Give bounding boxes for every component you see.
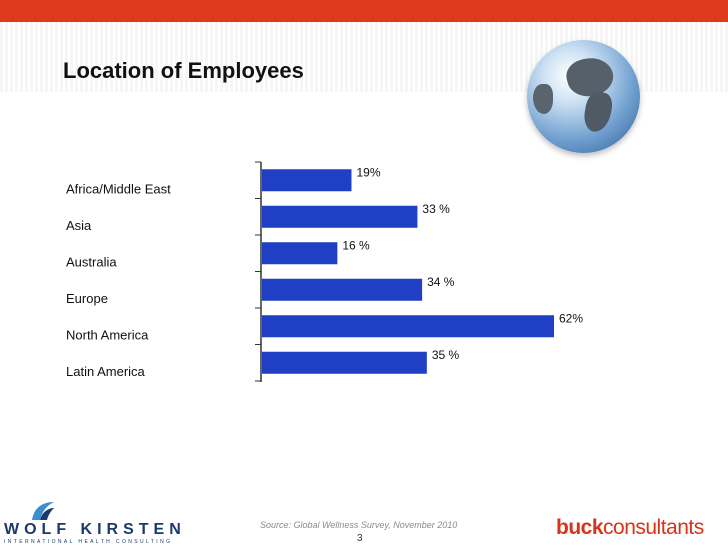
bar-africa-middle-east: [262, 169, 352, 192]
category-label: North America: [66, 327, 149, 342]
header-band: [0, 0, 728, 22]
category-label: Africa/Middle East: [66, 181, 171, 196]
category-label: Australia: [66, 254, 117, 269]
wolf-kirsten-logo: WOLF KIRSTEN INTERNATIONAL HEALTH CONSUL…: [4, 500, 181, 546]
bar-australia: [262, 242, 338, 265]
category-label: Latin America: [66, 364, 146, 379]
category-label: Asia: [66, 218, 92, 233]
buck-consultants-logo: buckconsultants: [556, 516, 704, 540]
value-label: 33 %: [422, 202, 450, 216]
bar-north-america: [262, 315, 554, 338]
value-label: 35 %: [432, 348, 460, 362]
location-bar-chart: Africa/Middle East Asia Australia Europe Nor…: [66, 161, 583, 382]
buck-logo-bold: buck: [556, 516, 604, 539]
bar-latin-america: [262, 351, 427, 374]
value-label: 19%: [356, 165, 380, 179]
category-label: Europe: [66, 291, 108, 306]
slide-title: Location of Employees: [63, 58, 304, 83]
value-label: 16 %: [342, 238, 370, 252]
buck-logo-light: consultants: [603, 516, 704, 539]
wolf-kirsten-name: WOLF KIRSTEN: [4, 521, 186, 538]
wolf-kirsten-tagline: INTERNATIONAL HEALTH CONSULTING: [4, 539, 173, 545]
page-number: 3: [357, 533, 363, 544]
wolf-kirsten-mark-icon: [32, 502, 54, 520]
value-label: 34 %: [427, 275, 455, 289]
bar-europe: [262, 278, 423, 301]
source-note: Source: Global Wellness Survey, November…: [260, 520, 458, 530]
value-label: 62%: [559, 311, 583, 325]
globe-icon: [527, 40, 640, 153]
bar-asia: [262, 205, 418, 228]
